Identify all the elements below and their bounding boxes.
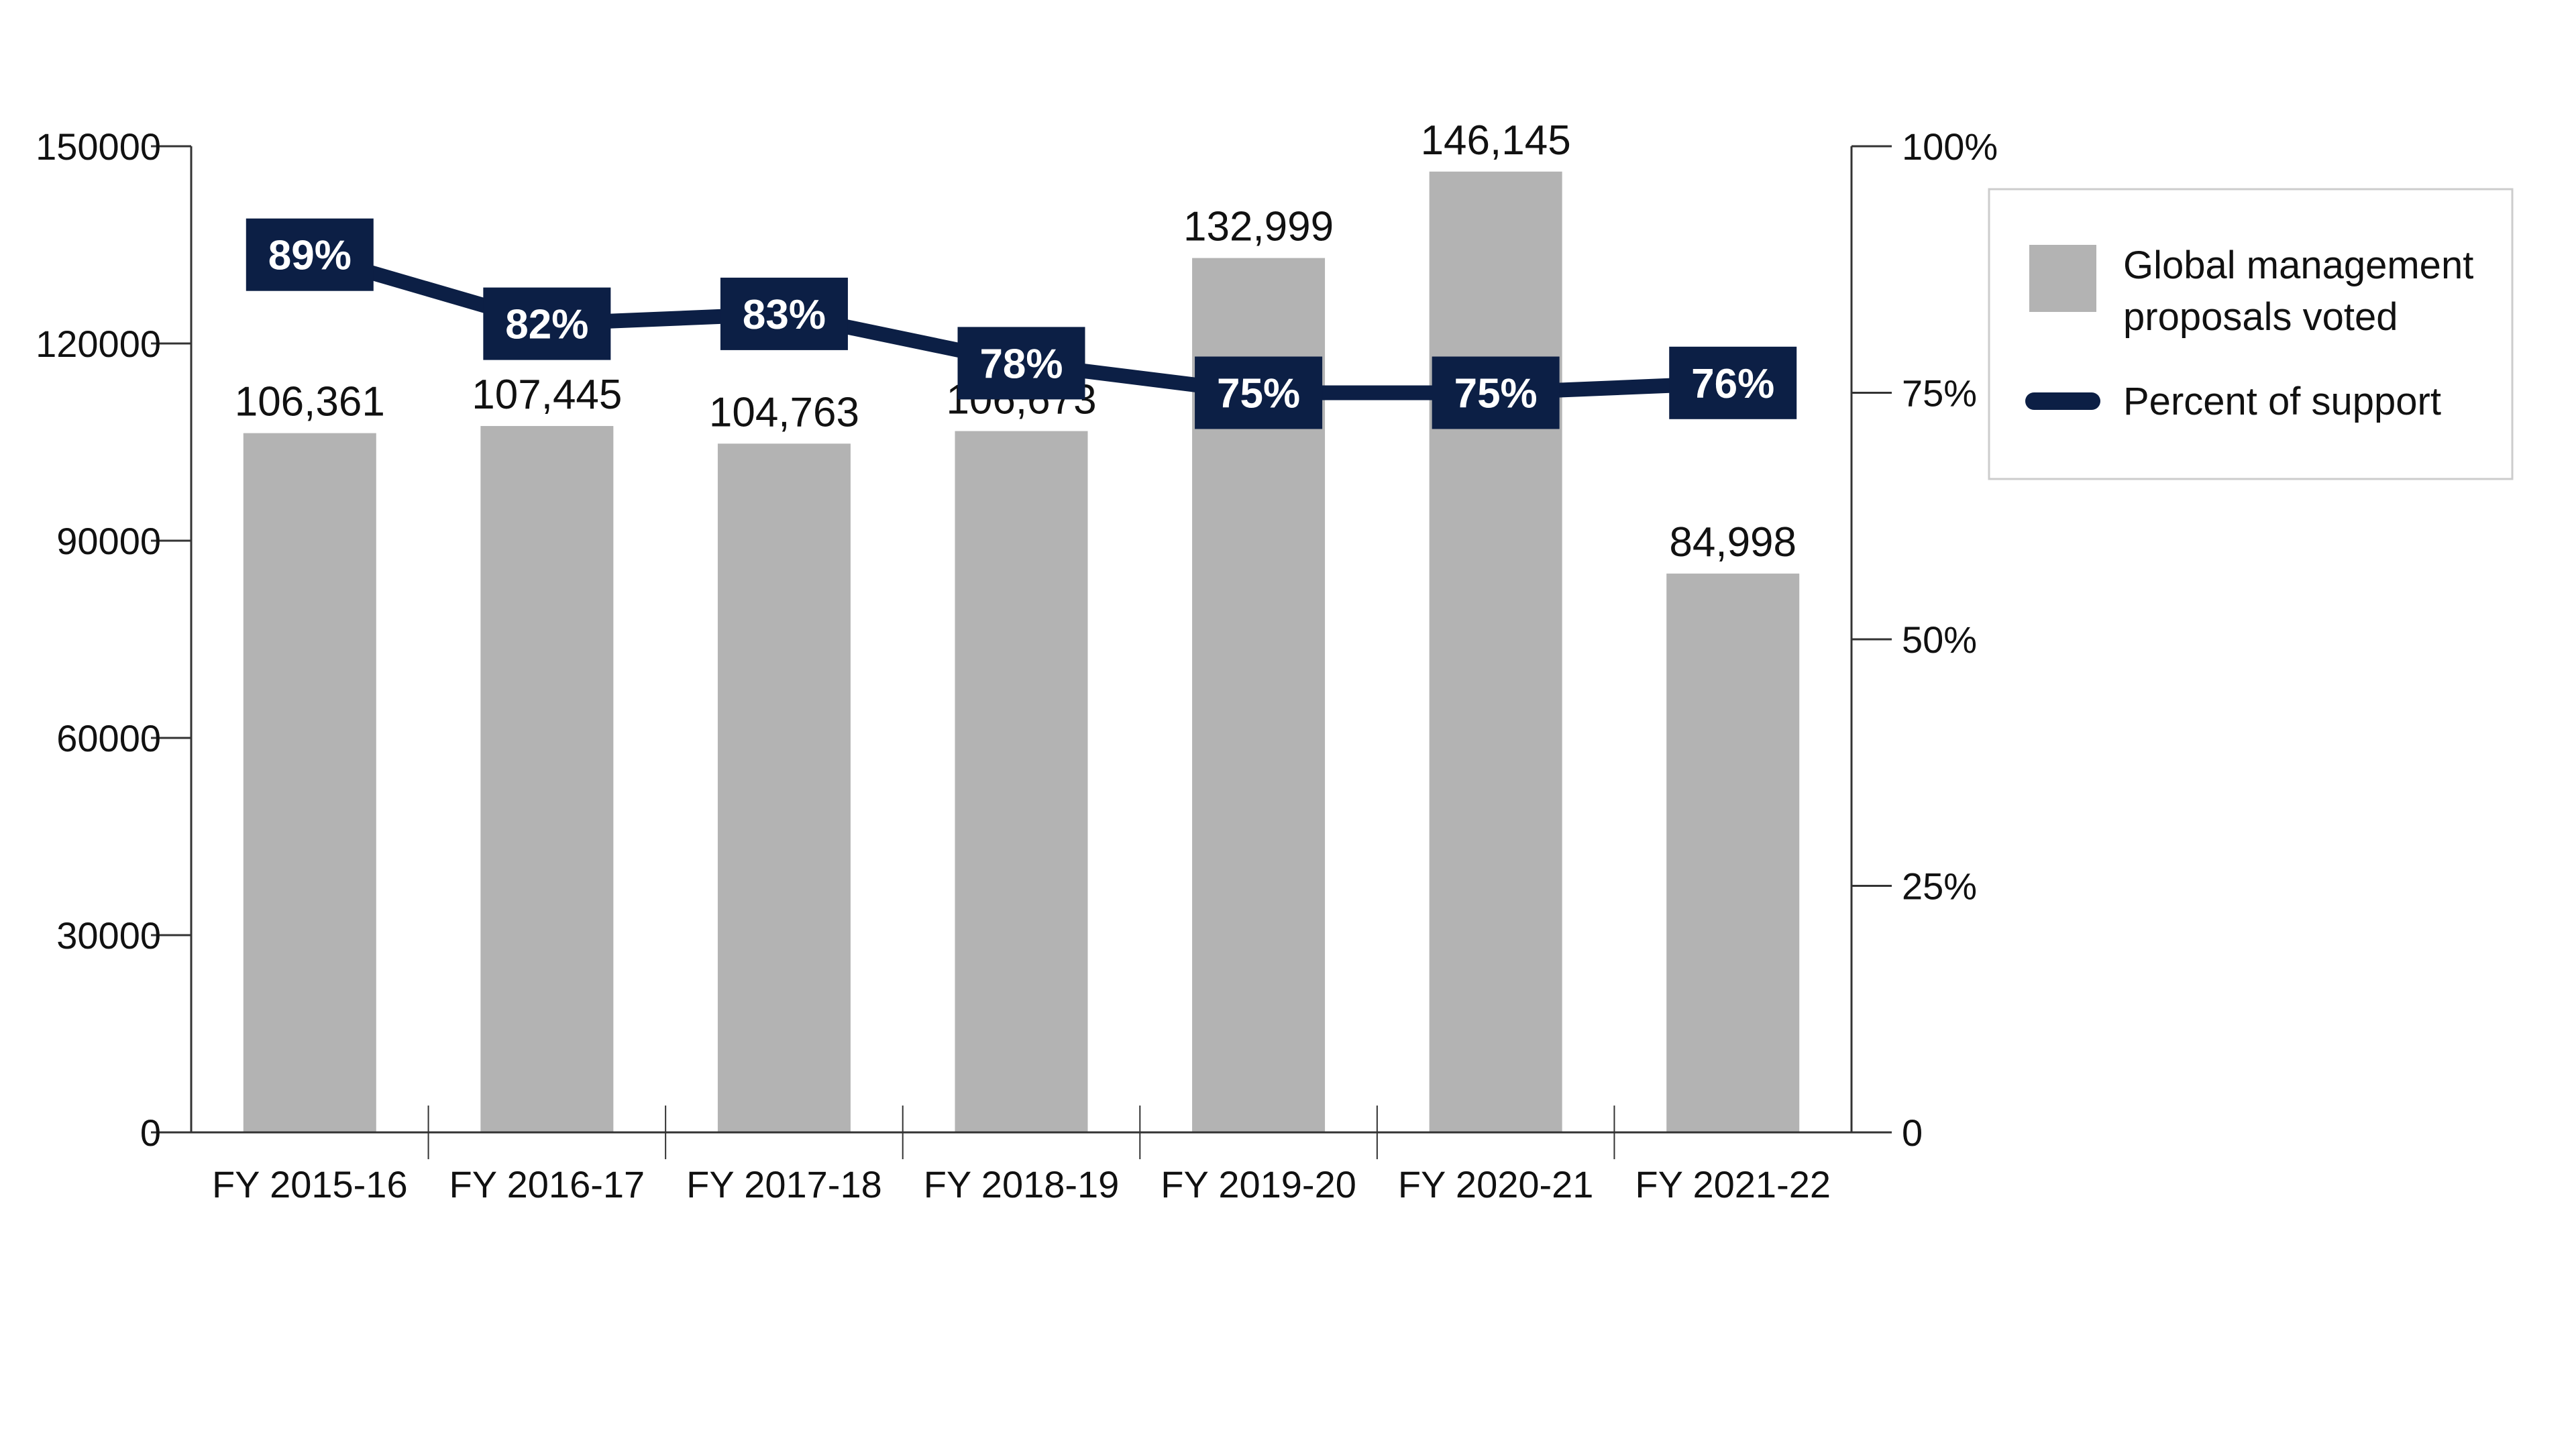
support-point-marker [957,327,1085,400]
legend-label: Global management [2123,244,2473,287]
y-left-tick-label: 0 [140,1112,161,1154]
legend: Global management proposals voted Percent … [1988,188,2514,480]
support-point-marker [1195,356,1323,429]
support-value-label: 75% [1217,371,1300,417]
bar [717,443,851,1133]
y-right-tick-label: 100% [1902,125,1998,168]
y-right-tick-label: 50% [1902,619,1977,661]
bar [243,433,376,1133]
support-point-marker [1669,346,1797,419]
bar-value-label: 107,445 [472,372,622,418]
y-right-tick-label: 75% [1902,372,1977,415]
y-left-tick-label: 60000 [56,717,161,759]
labels-layer: 106,361 107,445 104,763 106,673132,999146,1… [235,117,1797,566]
x-tick-label: FY 2020-21 [1398,1163,1594,1205]
y-left-tick-label: 150000 [36,125,161,168]
x-tick-label: FY 2018-19 [924,1163,1120,1205]
axes-layer: 0 30000 60000 90000 120000 150000 0 25% 50% 75% 10… [36,125,1998,1205]
legend-label: proposals voted [2123,295,2398,339]
support-value-label: 82% [505,302,588,348]
x-tick-label: FY 2016-17 [449,1163,645,1205]
support-value-label: 83% [743,292,826,338]
bars-layer [243,171,1800,1133]
legend-label: Percent of support [2123,380,2441,423]
support-point-marker [720,277,848,350]
support-point-marker [246,218,374,291]
y-right-tick-label: 25% [1902,865,1977,908]
x-tick-label: FY 2017-18 [686,1163,882,1205]
bar [480,426,614,1132]
bar-value-label: 132,999 [1183,204,1334,250]
bar-value-label: 146,145 [1421,117,1571,164]
bar [1429,171,1562,1132]
x-tick-label: FY 2019-20 [1161,1163,1356,1205]
bar-value-label: 106,361 [235,379,385,425]
x-tick-label: FY 2015-16 [212,1163,408,1205]
support-value-label: 78% [979,341,1063,387]
y-left-tick-label: 120000 [36,323,161,365]
y-right-tick-label: 0 [1902,1112,1923,1154]
support-point-marker [483,287,611,360]
support-value-label: 89% [268,233,352,279]
bar-value-label: 104,763 [709,389,859,435]
bar [1666,574,1800,1132]
legend-bar-swatch [2029,245,2096,312]
bar [955,431,1088,1132]
y-left-tick-label: 30000 [56,914,161,957]
legend-box [1988,188,2514,480]
support-point-marker [1432,356,1560,429]
support-value-label: 76% [1691,361,1774,407]
support-value-label: 75% [1454,371,1538,417]
y-left-tick-label: 90000 [56,520,161,562]
bar-value-label: 84,998 [1669,519,1796,566]
x-tick-label: FY 2021-22 [1635,1163,1831,1205]
